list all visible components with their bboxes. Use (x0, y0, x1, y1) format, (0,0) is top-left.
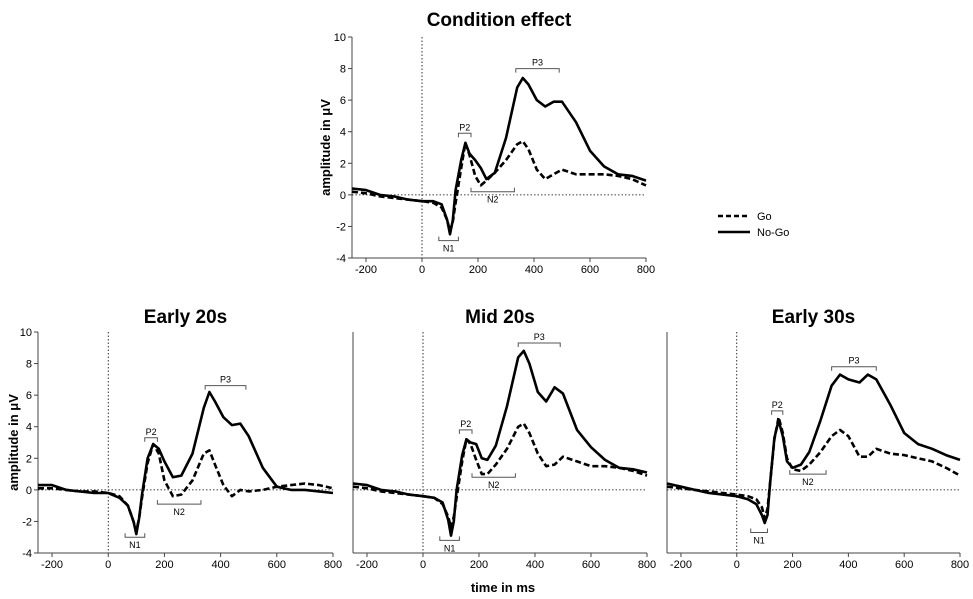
component-label-p3: P3 (532, 58, 543, 68)
x-tick-label: -200 (356, 559, 378, 571)
x-tick-label: 800 (951, 559, 969, 571)
component-bracket-n1 (124, 533, 146, 538)
x-tick-label: 600 (895, 559, 913, 571)
x-tick-label: -200 (41, 559, 63, 571)
component-bracket-p2 (144, 437, 158, 442)
x-tick-label: 200 (469, 264, 487, 276)
x-tick-label: 0 (734, 559, 740, 571)
y-tick-label: 0 (340, 190, 346, 202)
component-label-p2: P2 (772, 400, 783, 410)
component-bracket-p2 (457, 132, 472, 138)
y-tick-label: 2 (340, 158, 346, 170)
y-tick-label: 4 (26, 422, 32, 434)
component-label-n1: N1 (444, 543, 456, 553)
component-label-p3: P3 (534, 332, 545, 342)
y-tick-label: -4 (336, 253, 346, 265)
x-tick-label: 200 (470, 559, 488, 571)
x-tick-label: 400 (211, 559, 229, 571)
series-go-line (666, 415, 961, 520)
component-bracket-p3 (517, 342, 561, 348)
x-tick-label: 200 (783, 559, 801, 571)
series-go-line (352, 422, 648, 530)
x-tick-label: 0 (419, 264, 425, 276)
x-tick-label: -200 (670, 559, 692, 571)
chart-title: Early 30s (772, 307, 855, 328)
chart-title: Mid 20s (465, 307, 535, 328)
component-label-p2: P2 (146, 427, 157, 437)
y-axis-label: amplitude in μV (6, 394, 21, 491)
component-label-n1: N1 (129, 540, 141, 550)
component-bracket-n1 (750, 528, 768, 533)
x-tick-label: 0 (420, 559, 426, 571)
component-label-p3: P3 (848, 356, 859, 366)
component-bracket-n1 (438, 236, 459, 242)
series-no-go-line (352, 349, 648, 537)
y-tick-label: 6 (26, 390, 32, 402)
legend-go-label: Go (757, 211, 772, 223)
x-tick-label: 0 (105, 559, 111, 571)
component-label-n2: N2 (802, 477, 814, 487)
x-tick-label: 800 (324, 559, 342, 571)
component-bracket-n2 (156, 500, 202, 505)
y-tick-label: 8 (26, 359, 32, 371)
y-tick-label: -4 (22, 548, 32, 560)
x-tick-label: 400 (525, 264, 543, 276)
y-tick-label: -2 (336, 221, 346, 233)
component-bracket-n1 (439, 536, 460, 541)
x-tick-label: 800 (637, 264, 655, 276)
x-tick-label: -200 (355, 264, 377, 276)
x-tick-label: 600 (268, 559, 286, 571)
component-bracket-n2 (470, 187, 515, 193)
x-tick-label: 400 (839, 559, 857, 571)
y-tick-label: 0 (26, 485, 32, 497)
y-tick-label: 10 (20, 327, 32, 339)
y-tick-label: 8 (340, 64, 346, 76)
y-tick-label: 4 (340, 127, 346, 139)
x-tick-label: 400 (526, 559, 544, 571)
series-no-go-line (38, 390, 334, 536)
chart-panels: Condition effect-200 0 200 400 600 800-4-2024… (6, 10, 969, 571)
chart-panel-1: Early 20s -200 0 200 400 600 800 -4 -2 0 2 4 6 8 10 amp… (6, 307, 342, 571)
chart-panel-2: Mid 20s -200 0 200 400 600 800 N1 P2 N2 P3 (352, 307, 656, 571)
component-label-n2: N2 (173, 507, 185, 517)
shared-x-axis-label: time in ms (471, 580, 535, 595)
x-tick-label: 200 (155, 559, 173, 571)
component-bracket-p3 (515, 68, 560, 73)
y-tick-label: 6 (340, 95, 346, 107)
x-tick-label: 800 (638, 559, 656, 571)
component-label-n2: N2 (487, 195, 499, 205)
component-bracket-n2 (471, 473, 516, 478)
component-bracket-p3 (204, 385, 247, 390)
component-bracket-p3 (831, 366, 877, 371)
legend-nogo-label: No-Go (757, 227, 789, 239)
chart-title: Early 20s (144, 307, 227, 328)
component-label-p2: P2 (460, 419, 471, 429)
component-label-n1: N1 (753, 535, 765, 545)
component-bracket-p2 (771, 410, 784, 415)
y-tick-label: -2 (22, 516, 32, 528)
chart-panel-3: Early 30s -200 0 200 400 600 800 N1 P2 N2 P3 (666, 307, 969, 571)
y-tick-label: 10 (334, 32, 346, 44)
component-bracket-p2 (458, 429, 473, 434)
series-go-line (38, 442, 334, 533)
component-label-p2: P2 (459, 122, 470, 132)
series-no-go-line (666, 373, 961, 525)
chart-panel-0: Condition effect -200 0 200 400 600 800 -4 -2 0 2 4… (318, 10, 655, 276)
component-label-n2: N2 (488, 480, 500, 490)
chart-title: Condition effect (427, 10, 572, 31)
series-go-line (351, 139, 647, 233)
component-label-p3: P3 (220, 375, 231, 385)
component-label-n1: N1 (443, 244, 455, 254)
x-tick-label: 600 (581, 264, 599, 276)
y-axis-label: amplitude in μV (318, 99, 333, 196)
legend: Go No-Go (718, 211, 789, 239)
x-tick-label: 600 (582, 559, 600, 571)
component-bracket-n2 (789, 470, 827, 475)
y-tick-label: 2 (26, 453, 32, 465)
series-no-go-line (351, 76, 647, 236)
